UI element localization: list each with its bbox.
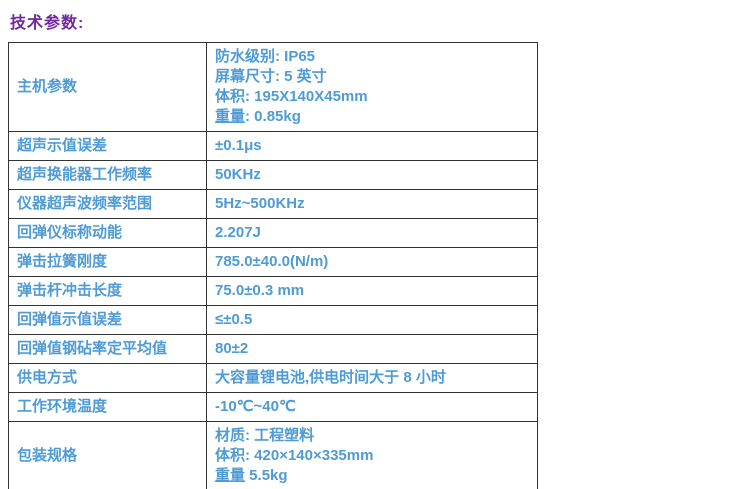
param-name: 工作环境温度 [8, 392, 207, 422]
value-line: 重量 5.5kg [215, 466, 529, 486]
table-row-frequency-range: 仪器超声波频率范围 5Hz~500KHz [8, 189, 538, 219]
table-row-spring-stiffness: 弹击拉簧刚度 785.0±40.0(N/m) [8, 247, 538, 277]
weight-label: 重量 [215, 467, 246, 484]
param-value: 5Hz~500KHz [206, 189, 538, 219]
param-value: 80±2 [206, 334, 538, 364]
param-value: 50KHz [206, 160, 538, 190]
param-name: 供电方式 [8, 363, 207, 393]
value-line: 体积: 420×140×335mm [215, 447, 374, 464]
param-value: -10℃~40℃ [206, 392, 538, 422]
param-value: ±0.1μs [206, 131, 538, 161]
table-row-ultrasonic-error: 超声示值误差 ±0.1μs [8, 131, 538, 161]
param-name: 回弹值示值误差 [8, 305, 207, 335]
table-row-anvil-average: 回弹值钢砧率定平均值 80±2 [8, 334, 538, 364]
param-value: 防水级别: IP65 屏幕尺寸: 5 英寸 体积: 195X140X45mm 重… [206, 42, 538, 132]
param-name: 回弹值钢砧率定平均值 [8, 334, 207, 364]
table-row-transducer-frequency: 超声换能器工作频率 50KHz [8, 160, 538, 190]
table-row-packaging: 包装规格 材质: 工程塑料 体积: 420×140×335mm 重量 5.5kg [8, 421, 538, 489]
param-name: 包装规格 [8, 421, 207, 489]
spec-table: 主机参数 防水级别: IP65 屏幕尺寸: 5 英寸 体积: 195X140X4… [8, 42, 538, 489]
value-line: 防水级别: IP65 [215, 48, 316, 65]
page-title: 技术参数: [10, 15, 85, 32]
value-line: 屏幕尺寸: 5 英寸 [215, 68, 327, 85]
param-name: 超声换能器工作频率 [8, 160, 207, 190]
value-line: 材质: 工程塑料 [215, 427, 315, 444]
table-row-impact-length: 弹击杆冲击长度 75.0±0.3 mm [8, 276, 538, 306]
table-row-operating-temperature: 工作环境温度 -10℃~40℃ [8, 392, 538, 422]
weight-value: : 0.85kg [245, 108, 301, 125]
param-name: 超声示值误差 [8, 131, 207, 161]
spec-table-body: 主机参数 防水级别: IP65 屏幕尺寸: 5 英寸 体积: 195X140X4… [8, 42, 538, 489]
param-name: 主机参数 [8, 42, 207, 132]
param-value: 75.0±0.3 mm [206, 276, 538, 306]
value-line: 重量: 0.85kg [215, 107, 529, 127]
param-name: 仪器超声波频率范围 [8, 189, 207, 219]
param-value: ≤±0.5 [206, 305, 538, 335]
table-row-nominal-energy: 回弹仪标称动能 2.207J [8, 218, 538, 248]
weight-value: 5.5kg [245, 467, 288, 484]
param-name: 弹击杆冲击长度 [8, 276, 207, 306]
param-value: 大容量锂电池,供电时间大于 8 小时 [206, 363, 538, 393]
param-name: 弹击拉簧刚度 [8, 247, 207, 277]
param-value: 2.207J [206, 218, 538, 248]
value-line: 体积: 195X140X45mm [215, 88, 368, 105]
param-value: 785.0±40.0(N/m) [206, 247, 538, 277]
table-row-power-supply: 供电方式 大容量锂电池,供电时间大于 8 小时 [8, 363, 538, 393]
param-value: 材质: 工程塑料 体积: 420×140×335mm 重量 5.5kg [206, 421, 538, 489]
param-name: 回弹仪标称动能 [8, 218, 207, 248]
table-row-rebound-error: 回弹值示值误差 ≤±0.5 [8, 305, 538, 335]
table-row-main-unit: 主机参数 防水级别: IP65 屏幕尺寸: 5 英寸 体积: 195X140X4… [8, 42, 538, 132]
weight-label: 重量 [215, 108, 246, 125]
